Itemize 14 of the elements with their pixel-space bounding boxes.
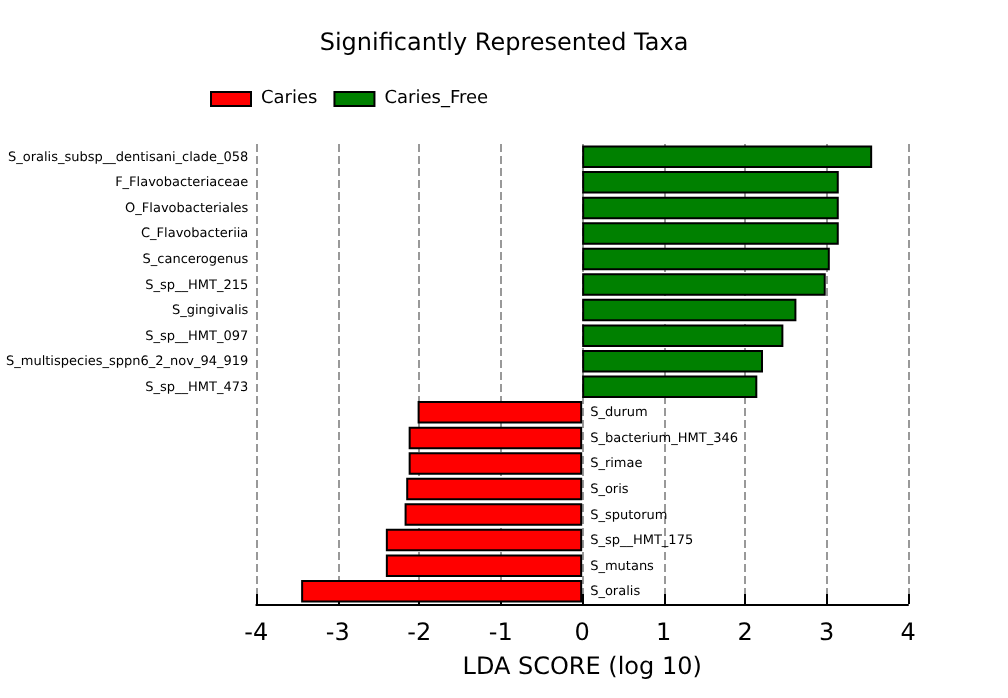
x-tick-label: -1 [488, 618, 513, 646]
x-tick-label: 1 [655, 618, 672, 646]
x-tick-label: 0 [574, 618, 590, 646]
x-tick-label: 3 [818, 618, 835, 646]
x-tick-label: -3 [325, 618, 350, 646]
x-tick-label: -4 [244, 618, 269, 646]
x-tick-label: 2 [737, 618, 753, 646]
bar [582, 375, 758, 399]
legend-label: Caries [261, 89, 319, 109]
x-axis-title: LDA SCORE (log 10) [462, 651, 702, 680]
chart-title: Significantly Represented Taxa [319, 28, 689, 56]
x-tick-label: -2 [407, 618, 432, 646]
legend-label: Caries_Free [384, 89, 490, 109]
x-tick-label: 4 [900, 618, 916, 646]
